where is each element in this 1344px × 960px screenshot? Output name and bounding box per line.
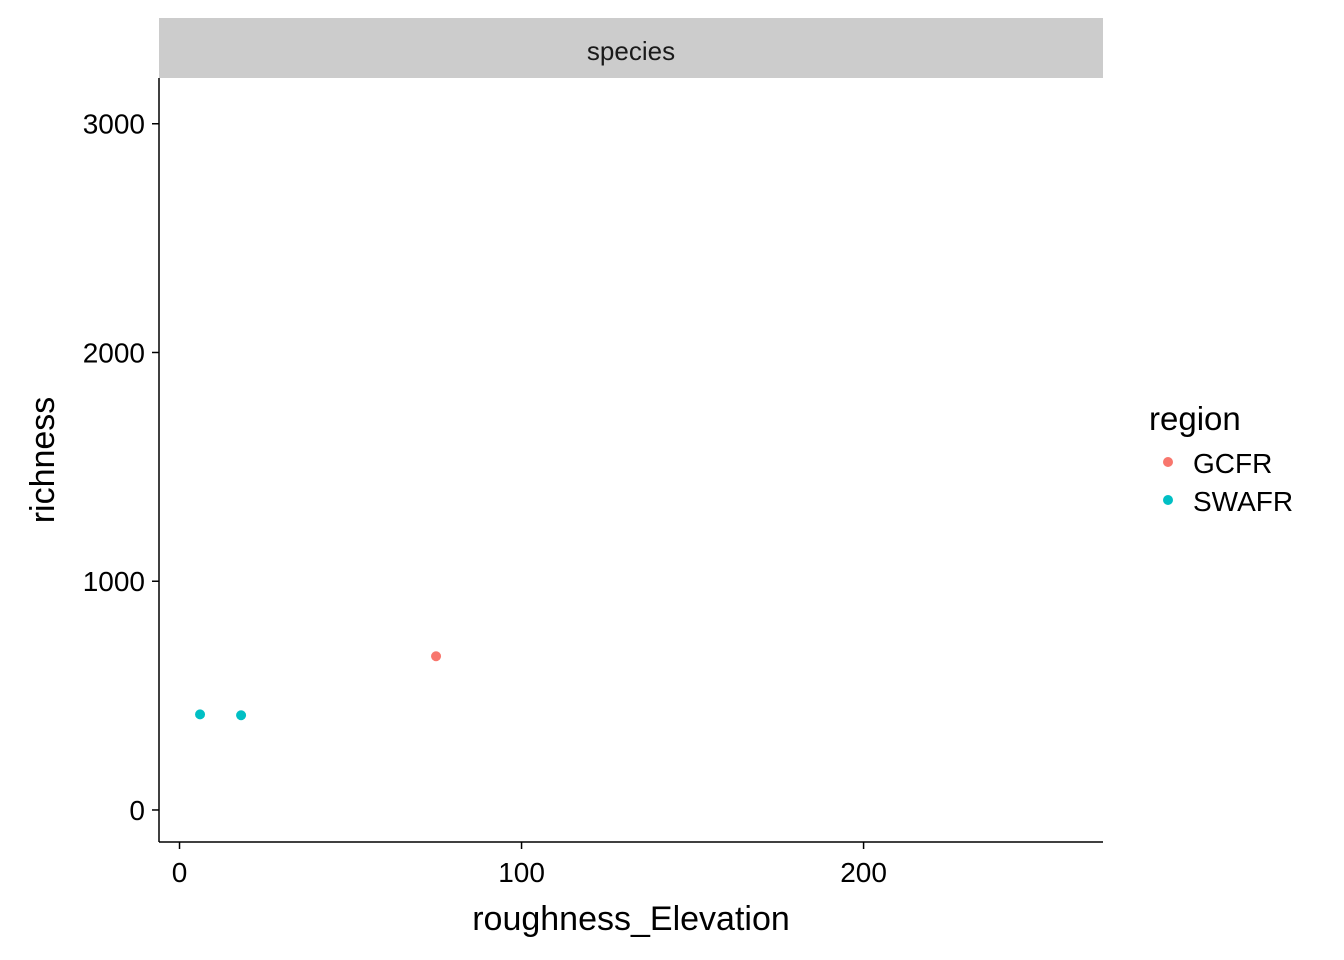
legend-label-swafr: SWAFR xyxy=(1193,486,1293,517)
facet-strip xyxy=(159,18,1103,78)
y-tick-label: 2000 xyxy=(83,337,145,368)
legend-label-gcfr: GCFR xyxy=(1193,448,1272,479)
data-points xyxy=(195,651,442,721)
y-tick-label: 0 xyxy=(129,795,145,826)
data-point-swafr xyxy=(195,709,206,720)
legend-key-swafr xyxy=(1163,495,1173,505)
legend-title: region xyxy=(1149,400,1241,437)
legend: region GCFR SWAFR xyxy=(1149,400,1293,517)
y-tick-label: 1000 xyxy=(83,566,145,597)
data-point-swafr xyxy=(236,710,247,721)
x-axis-title: roughness_Elevation xyxy=(472,900,790,938)
y-tick-label: 3000 xyxy=(83,109,145,140)
legend-key-gcfr xyxy=(1163,457,1173,467)
x-tick-label: 0 xyxy=(172,857,188,888)
x-axis-ticks: 0 100 200 xyxy=(172,842,887,888)
x-tick-label: 200 xyxy=(840,857,887,888)
facet-label: species xyxy=(587,36,675,66)
y-axis-title: richness xyxy=(24,397,62,524)
x-tick-label: 100 xyxy=(498,857,545,888)
data-point-gcfr xyxy=(431,651,442,662)
legend-entries: GCFR SWAFR xyxy=(1163,448,1293,517)
y-axis-ticks: 0 1000 2000 3000 xyxy=(83,109,159,826)
